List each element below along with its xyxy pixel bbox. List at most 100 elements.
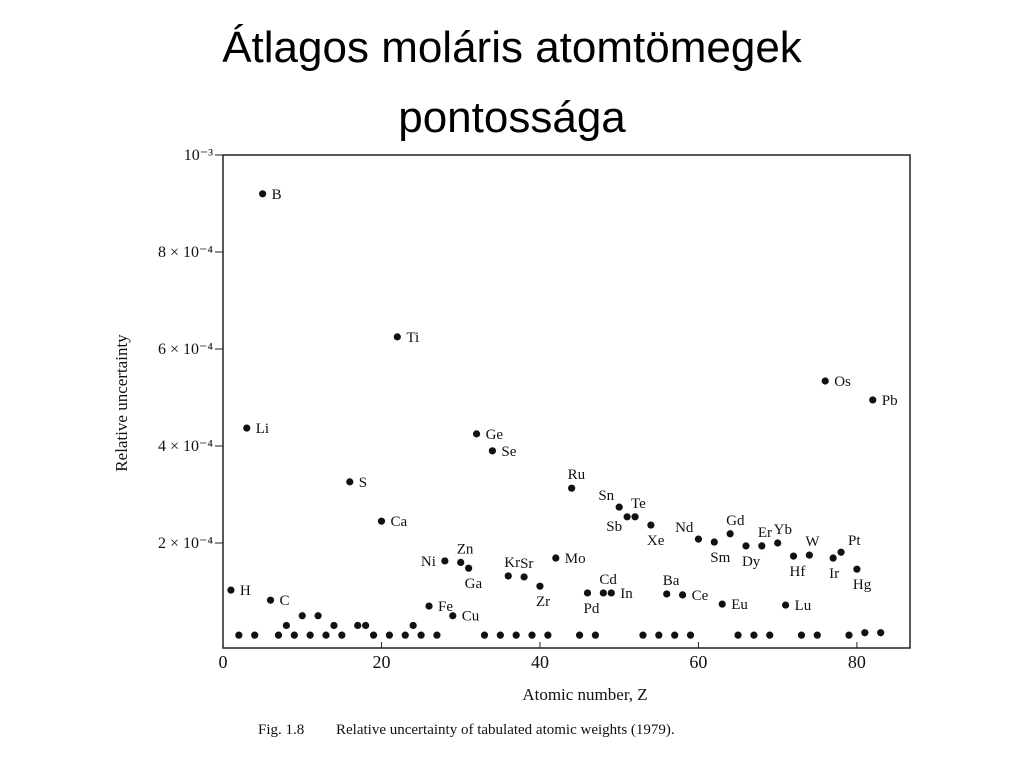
- point-label: Xe: [647, 533, 665, 549]
- point-label: Sn: [598, 488, 614, 504]
- point-label: C: [280, 593, 290, 609]
- x-axis-label: Atomic number, Z: [522, 685, 647, 704]
- data-point: [409, 621, 417, 630]
- data-point: [488, 447, 497, 455]
- data-point: [655, 631, 663, 639]
- data-point: [781, 601, 790, 609]
- point-label: Yb: [774, 522, 792, 538]
- point-label: Se: [501, 444, 516, 460]
- data-point: [742, 542, 750, 550]
- data-point: [338, 631, 346, 639]
- point-label: W: [805, 534, 820, 550]
- data-point: [480, 631, 489, 639]
- data-point: [465, 564, 473, 572]
- point-label: Er: [758, 525, 772, 541]
- data-point: [869, 396, 877, 404]
- data-point: [504, 572, 512, 580]
- data-point: [282, 621, 290, 630]
- slide-title: pontossága: [398, 93, 626, 142]
- data-point: [734, 631, 742, 639]
- data-point: [393, 333, 401, 341]
- y-tick-label: 6 × 10⁻⁴: [158, 341, 213, 358]
- data-point: [599, 589, 607, 597]
- point-label: Pt: [848, 533, 861, 549]
- data-point: [861, 629, 869, 637]
- point-label: Li: [256, 421, 269, 437]
- y-tick-label: 8 × 10⁻⁴: [158, 244, 213, 261]
- point-label: Eu: [731, 597, 748, 613]
- point-label: Te: [631, 496, 646, 512]
- data-point: [369, 631, 378, 639]
- data-point: [528, 631, 536, 639]
- data-point: [235, 631, 243, 639]
- data-point: [853, 565, 861, 573]
- data-point: [647, 521, 655, 529]
- plot-frame: [222, 154, 911, 649]
- data-point: [591, 631, 600, 639]
- data-point: [623, 513, 631, 521]
- point-label: H: [240, 583, 251, 599]
- data-point: [512, 631, 520, 639]
- data-point: [354, 621, 362, 630]
- data-point: [758, 542, 766, 550]
- y-axis-label: Relative uncertainty: [112, 334, 131, 472]
- data-point: [385, 631, 394, 639]
- data-point: [575, 631, 584, 639]
- point-label: Pd: [583, 601, 599, 617]
- data-point: [330, 621, 338, 630]
- data-point: [306, 631, 314, 639]
- data-point: [829, 554, 837, 562]
- data-point: [663, 590, 671, 598]
- data-point: [774, 539, 782, 547]
- point-label: Ba: [663, 573, 680, 589]
- x-tick-label: 60: [689, 652, 707, 672]
- data-point: [346, 478, 354, 486]
- data-point: [274, 631, 283, 639]
- point-label: Kr: [504, 555, 520, 571]
- data-point: [837, 548, 845, 556]
- point-label: Ge: [486, 427, 504, 443]
- data-point: [686, 631, 695, 639]
- point-label: Ce: [692, 588, 709, 604]
- data-point: [449, 612, 457, 620]
- data-point: [671, 631, 679, 639]
- data-point: [227, 586, 235, 594]
- data-point: [821, 377, 829, 385]
- data-point: [568, 484, 576, 492]
- point-label: B: [272, 187, 282, 203]
- point-label: Nd: [675, 520, 694, 536]
- x-tick-label: 40: [531, 652, 549, 672]
- data-point: [544, 631, 552, 639]
- data-point: [766, 631, 774, 639]
- data-point: [877, 629, 885, 637]
- data-point: [797, 631, 806, 639]
- y-tick-label: 2 × 10⁻⁴: [158, 535, 213, 552]
- data-point: [433, 631, 441, 639]
- data-point: [845, 631, 853, 639]
- data-point: [750, 631, 758, 639]
- point-label: Hg: [853, 577, 872, 593]
- point-label: Lu: [795, 598, 812, 614]
- data-point: [520, 573, 528, 581]
- point-label: Cu: [462, 609, 480, 625]
- x-tick-label: 80: [848, 652, 866, 672]
- point-label: Ga: [465, 576, 483, 592]
- data-point: [472, 430, 481, 438]
- point-label: Mo: [565, 551, 586, 567]
- point-label: Sr: [520, 556, 533, 572]
- data-point: [536, 582, 544, 590]
- data-point: [615, 503, 623, 511]
- point-label: Zr: [536, 594, 550, 610]
- data-point: [243, 424, 251, 432]
- data-point: [322, 631, 330, 639]
- data-point: [607, 589, 615, 597]
- figure-number: Fig. 1.8: [258, 722, 304, 738]
- point-label: Gd: [726, 513, 745, 529]
- data-point: [639, 631, 647, 639]
- data-point: [401, 631, 409, 639]
- point-label: Cd: [599, 572, 617, 588]
- data-point: [726, 530, 734, 538]
- point-label: Dy: [742, 554, 761, 570]
- point-label: Sm: [710, 550, 730, 566]
